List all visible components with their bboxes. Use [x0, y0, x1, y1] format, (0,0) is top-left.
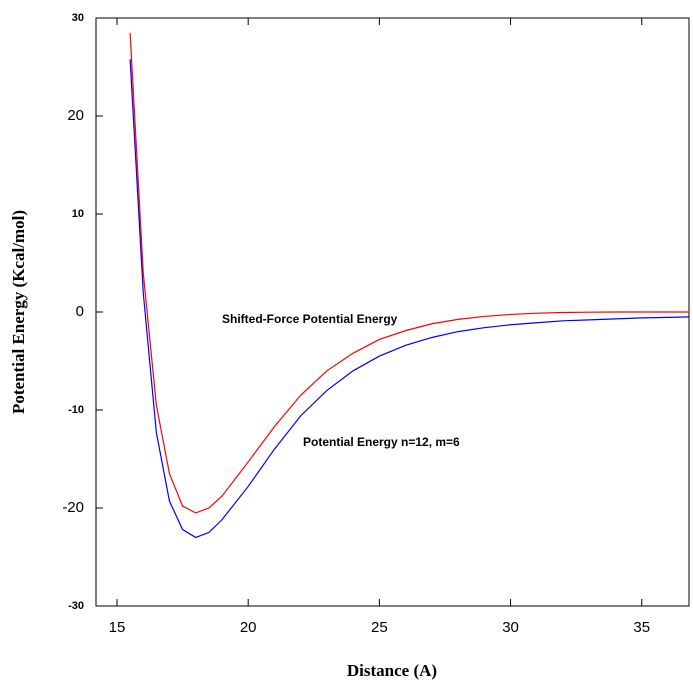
y-tick-label: -20	[62, 499, 84, 516]
y-axis-title: Potential Energy (Kcal/mol)	[9, 210, 28, 414]
x-tick-label: 15	[109, 619, 126, 636]
x-tick-label: 20	[240, 619, 257, 636]
annotation: Potential Energy n=12, m=6	[303, 435, 460, 449]
y-tick-label: 10	[72, 208, 84, 220]
line-series	[129, 59, 690, 539]
x-tick-label: 30	[502, 619, 519, 636]
y-tick-label: 0	[76, 303, 84, 320]
x-tick-label: 25	[371, 619, 388, 636]
x-tick-label: 35	[633, 619, 650, 636]
x-axis-title: Distance (A)	[347, 661, 437, 680]
line-series	[129, 32, 689, 514]
y-tick-label: 20	[67, 107, 84, 124]
y-tick-label: -10	[68, 404, 84, 416]
y-tick-label: 30	[72, 12, 84, 24]
y-tick-label: -30	[68, 600, 84, 612]
annotation: Shifted-Force Potential Energy	[222, 312, 398, 326]
